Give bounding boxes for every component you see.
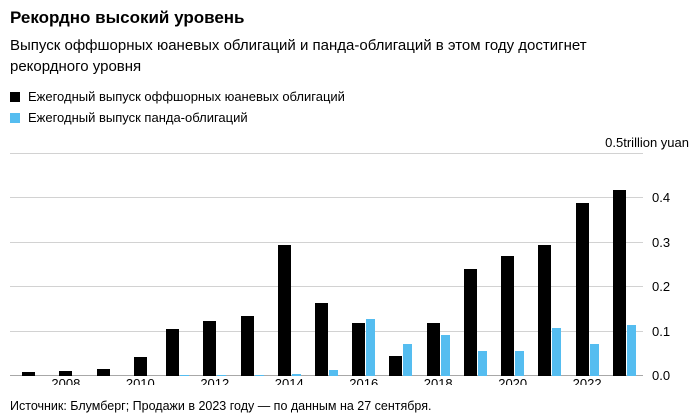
offshore-bond-bar-2010 xyxy=(133,357,147,376)
panda-bond-bar-2019 xyxy=(477,351,487,376)
legend-label-panda: Ежегодный выпуск панда-облигаций xyxy=(28,110,248,125)
offshore-bond-bar-2017 xyxy=(389,355,403,376)
x-axis-label-2018: 2018 xyxy=(423,376,453,385)
bar-group-2023 xyxy=(606,154,643,376)
x-axis-label-2014: 2014 xyxy=(274,376,304,385)
offshore-bond-bar-2015 xyxy=(314,302,328,376)
bar-group-2017 xyxy=(382,154,419,376)
x-axis-label-2022: 2022 xyxy=(572,376,602,385)
legend-swatch-offshore-icon xyxy=(10,92,20,102)
y-axis-tick-label: 0.1 xyxy=(652,323,671,339)
x-axis-label-2008: 2008 xyxy=(51,376,81,385)
bar-group-2022 xyxy=(569,154,606,376)
gridline-0.3: 0.3 xyxy=(10,235,670,250)
panda-bond-bar-2011 xyxy=(180,375,190,376)
offshore-bond-bar-2013 xyxy=(240,316,254,376)
gridline-0.4: 0.4 xyxy=(10,190,670,205)
x-axis-label-2020: 2020 xyxy=(498,376,528,385)
x-axis-label-2016: 2016 xyxy=(349,376,379,385)
y-axis-tick-label: 0.2 xyxy=(652,279,671,295)
panda-bond-bar-2016 xyxy=(366,319,376,376)
offshore-bond-bar-2023 xyxy=(612,189,626,376)
legend-label-offshore: Ежегодный выпуск оффшорных юаневых облиг… xyxy=(28,89,345,104)
offshore-bond-bar-2019 xyxy=(463,269,477,376)
panda-bond-bar-2018 xyxy=(440,334,450,376)
offshore-bond-bar-2011 xyxy=(166,329,180,376)
offshore-bond-bar-2012 xyxy=(203,320,217,376)
bar-group-2010 xyxy=(122,154,159,376)
bar-group-2014 xyxy=(271,154,308,376)
panda-bond-bar-2012 xyxy=(217,375,227,376)
y-axis-tick-label: 0.3 xyxy=(652,234,671,250)
panda-bond-bar-2014 xyxy=(291,374,301,376)
panda-bond-bar-2020 xyxy=(515,351,525,376)
gridline-0.5 xyxy=(10,153,643,154)
offshore-bond-bar-2018 xyxy=(426,322,440,376)
plot-wrapper: 0.0 0.1 0.2 0.3 0.4 xyxy=(10,153,670,383)
offshore-bond-bar-2020 xyxy=(501,256,515,376)
offshore-bond-bar-2016 xyxy=(352,322,366,376)
panda-bond-bar-2015 xyxy=(328,370,338,376)
y-axis-tick-label: 0.0 xyxy=(652,368,671,383)
source-note: Источник: Блумберг; Продажи в 2023 году … xyxy=(10,399,432,413)
plot-area: 0.0 0.1 0.2 0.3 0.4 xyxy=(10,153,670,383)
bar-group-2019 xyxy=(457,154,494,376)
bar-group-2012 xyxy=(196,154,233,376)
offshore-bond-bar-2014 xyxy=(277,245,291,376)
bar-group-2007 xyxy=(10,154,47,376)
bar-group-2020 xyxy=(494,154,531,376)
chart-title: Рекордно высокий уровень xyxy=(10,8,245,27)
x-axis-labels: 2008 2010 2012 2014 2016 2018 2020 2022 xyxy=(10,376,643,385)
y-axis-tick-label: 0.4 xyxy=(652,190,671,206)
bar-group-2016 xyxy=(345,154,382,376)
x-axis-label-2010: 2010 xyxy=(125,376,155,385)
legend-item-offshore-bonds: Ежегодный выпуск оффшорных юаневых облиг… xyxy=(10,89,689,105)
legend-swatch-panda-icon xyxy=(10,113,20,123)
bar-group-2013 xyxy=(233,154,270,376)
panda-bond-bar-2013 xyxy=(254,374,264,376)
y-axis-unit-label: 0.5trillion yuan xyxy=(605,135,689,150)
bar-group-2009 xyxy=(84,154,121,376)
panda-bond-bar-2022 xyxy=(589,344,599,376)
chart-legend: Ежегодный выпуск оффшорных юаневых облиг… xyxy=(10,89,689,126)
legend-item-panda-bonds: Ежегодный выпуск панда-облигаций xyxy=(10,110,689,126)
x-axis-label-2012: 2012 xyxy=(200,376,230,385)
panda-bond-bar-2021 xyxy=(552,328,562,376)
offshore-bond-bar-2021 xyxy=(538,245,552,376)
bar-group-2021 xyxy=(531,154,568,376)
offshore-bond-bar-2007 xyxy=(22,371,36,376)
bar-group-2008 xyxy=(47,154,84,376)
offshore-bond-bar-2009 xyxy=(96,368,110,376)
panda-bond-bar-2023 xyxy=(626,324,636,376)
panda-bond-bar-2017 xyxy=(403,344,413,376)
gridline-0.2: 0.2 xyxy=(10,279,670,294)
bar-group-2018 xyxy=(420,154,457,376)
chart-subtitle: Выпуск оффшорных юаневых облигаций и пан… xyxy=(10,37,587,75)
bar-group-2011 xyxy=(159,154,196,376)
offshore-bond-bar-2022 xyxy=(575,202,589,376)
offshore-bond-bar-2008 xyxy=(59,370,73,376)
bar-group-2015 xyxy=(308,154,345,376)
